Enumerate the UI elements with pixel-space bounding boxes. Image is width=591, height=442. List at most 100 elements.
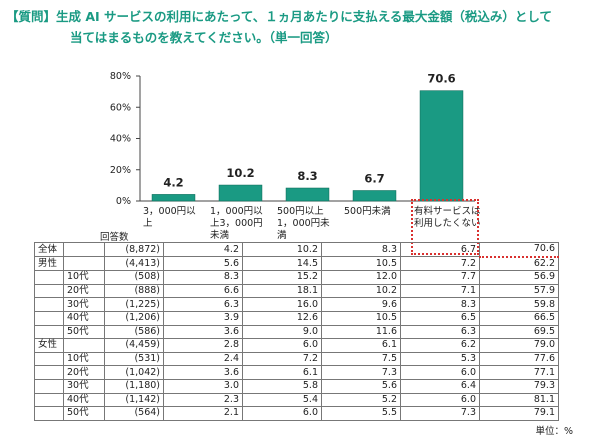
table-row: 10代 (531) 2.4 7.2 7.5 5.3 77.6 <box>34 351 559 367</box>
cell-value: 10.5 <box>321 256 401 272</box>
category-label-3: 500円以上 1，000円未満 <box>277 206 330 241</box>
table-row: 50代 (586) 3.6 9.0 11.6 6.3 69.5 <box>34 324 559 340</box>
y-tick-label: 80% <box>110 71 131 82</box>
row-count: (1,180) <box>104 378 164 394</box>
row-group: 全体 <box>34 241 64 258</box>
cell-value: 3.0 <box>163 378 243 394</box>
row-count: (1,225) <box>104 297 164 312</box>
cell-value: 12.0 <box>321 270 401 285</box>
row-count: (4,413) <box>104 256 164 272</box>
table-row: 女性 (4,459) 2.8 6.0 6.1 6.2 79.0 <box>34 338 559 353</box>
row-group <box>34 270 64 285</box>
row-subgroup <box>63 338 105 353</box>
cell-value: 79.0 <box>479 338 559 353</box>
row-subgroup: 30代 <box>63 378 105 394</box>
table-row: 10代 (508) 8.3 15.2 12.0 7.7 56.9 <box>34 270 559 285</box>
cell-value: 12.6 <box>242 310 322 326</box>
cell-value: 6.0 <box>242 338 322 353</box>
row-group: 女性 <box>34 338 64 353</box>
cell-value: 77.6 <box>479 351 559 367</box>
cell-value: 69.5 <box>479 324 559 340</box>
category-label-1: 3，000円以上 <box>143 206 196 229</box>
cell-value: 3.6 <box>163 365 243 380</box>
cell-value: 79.1 <box>479 406 559 421</box>
cell-value: 8.3 <box>400 297 480 312</box>
cell-value: 10.2 <box>321 283 401 299</box>
cell-value: 6.1 <box>321 338 401 353</box>
row-subgroup: 50代 <box>63 324 105 340</box>
row-subgroup: 10代 <box>63 351 105 367</box>
cell-value: 62.2 <box>479 256 559 272</box>
row-count: (888) <box>104 283 164 299</box>
question-line2: 当てはまるものを教えてください。（単一回答） <box>70 30 338 45</box>
n-header: 回答数 <box>100 232 129 243</box>
cell-value: 2.8 <box>163 338 243 353</box>
table-row: 20代 (888) 6.6 18.1 10.2 7.1 57.9 <box>34 283 559 299</box>
row-group <box>34 324 64 340</box>
cell-value: 5.8 <box>242 378 322 394</box>
bar <box>285 187 330 202</box>
bar <box>419 90 464 202</box>
row-count: (1,142) <box>104 392 164 408</box>
cell-value: 11.6 <box>321 324 401 340</box>
cell-value: 6.5 <box>400 310 480 326</box>
cell-value: 4.2 <box>163 241 243 258</box>
cell-value: 16.0 <box>242 297 322 312</box>
cell-value: 6.0 <box>242 406 322 421</box>
row-count: (1,206) <box>104 310 164 326</box>
row-subgroup: 20代 <box>63 365 105 380</box>
table-row: 全体 (8,872) 4.2 10.2 8.3 6.7 70.6 <box>34 241 559 258</box>
row-count: (564) <box>104 406 164 421</box>
row-count: (4,459) <box>104 338 164 353</box>
cell-value: 6.1 <box>242 365 322 380</box>
row-group <box>34 310 64 326</box>
cell-value: 7.1 <box>400 283 480 299</box>
cell-value: 7.7 <box>400 270 480 285</box>
row-group <box>34 365 64 380</box>
category-label-4: 500円未満 <box>344 206 391 217</box>
cell-value: 6.3 <box>400 324 480 340</box>
question-tag: 【質問】 <box>6 9 57 24</box>
row-group <box>34 297 64 312</box>
cell-value: 3.9 <box>163 310 243 326</box>
cell-value: 18.1 <box>242 283 322 299</box>
y-tick-label: 60% <box>110 102 131 113</box>
y-tick-label: 0% <box>116 196 131 207</box>
cell-value: 7.3 <box>400 406 480 421</box>
data-label: 70.6 <box>427 72 455 86</box>
cell-value: 6.2 <box>400 338 480 353</box>
row-group <box>34 378 64 394</box>
data-table: 全体 (8,872) 4.2 10.2 8.3 6.7 70.6 男性 (4,413) 5.6 14… <box>34 241 559 421</box>
cell-value: 7.5 <box>321 351 401 367</box>
row-subgroup: 20代 <box>63 283 105 299</box>
row-count: (1,042) <box>104 365 164 380</box>
row-group <box>34 351 64 367</box>
data-label: 6.7 <box>364 172 384 186</box>
bar <box>352 190 397 202</box>
cell-value: 5.6 <box>163 256 243 272</box>
cell-value: 5.3 <box>400 351 480 367</box>
y-tick-label: 40% <box>110 134 131 145</box>
bar <box>218 184 263 202</box>
data-label: 4.2 <box>163 175 183 189</box>
data-label: 10.2 <box>226 166 254 180</box>
row-subgroup <box>63 256 105 272</box>
cell-value: 15.2 <box>242 270 322 285</box>
cell-value: 14.5 <box>242 256 322 272</box>
cell-value: 6.7 <box>400 241 480 258</box>
question-line1: 生成 AI サービスの利用にあたって、１ヵ月あたりに支払える最大金額（税込み）と… <box>56 9 553 24</box>
table-row: 40代 (1,142) 2.3 5.4 5.2 6.0 81.1 <box>34 392 559 408</box>
table-row: 男性 (4,413) 5.6 14.5 10.5 7.2 62.2 <box>34 256 559 272</box>
cell-value: 6.0 <box>400 365 480 380</box>
row-subgroup: 50代 <box>63 406 105 421</box>
cell-value: 5.6 <box>321 378 401 394</box>
cell-value: 5.2 <box>321 392 401 408</box>
table-row: 50代 (564) 2.1 6.0 5.5 7.3 79.1 <box>34 406 559 421</box>
cell-value: 5.5 <box>321 406 401 421</box>
cell-value: 8.3 <box>163 270 243 285</box>
row-count: (508) <box>104 270 164 285</box>
table-row: 30代 (1,225) 6.3 16.0 9.6 8.3 59.8 <box>34 297 559 312</box>
row-count: (586) <box>104 324 164 340</box>
cell-value: 5.4 <box>242 392 322 408</box>
table-row: 40代 (1,206) 3.9 12.6 10.5 6.5 66.5 <box>34 310 559 326</box>
